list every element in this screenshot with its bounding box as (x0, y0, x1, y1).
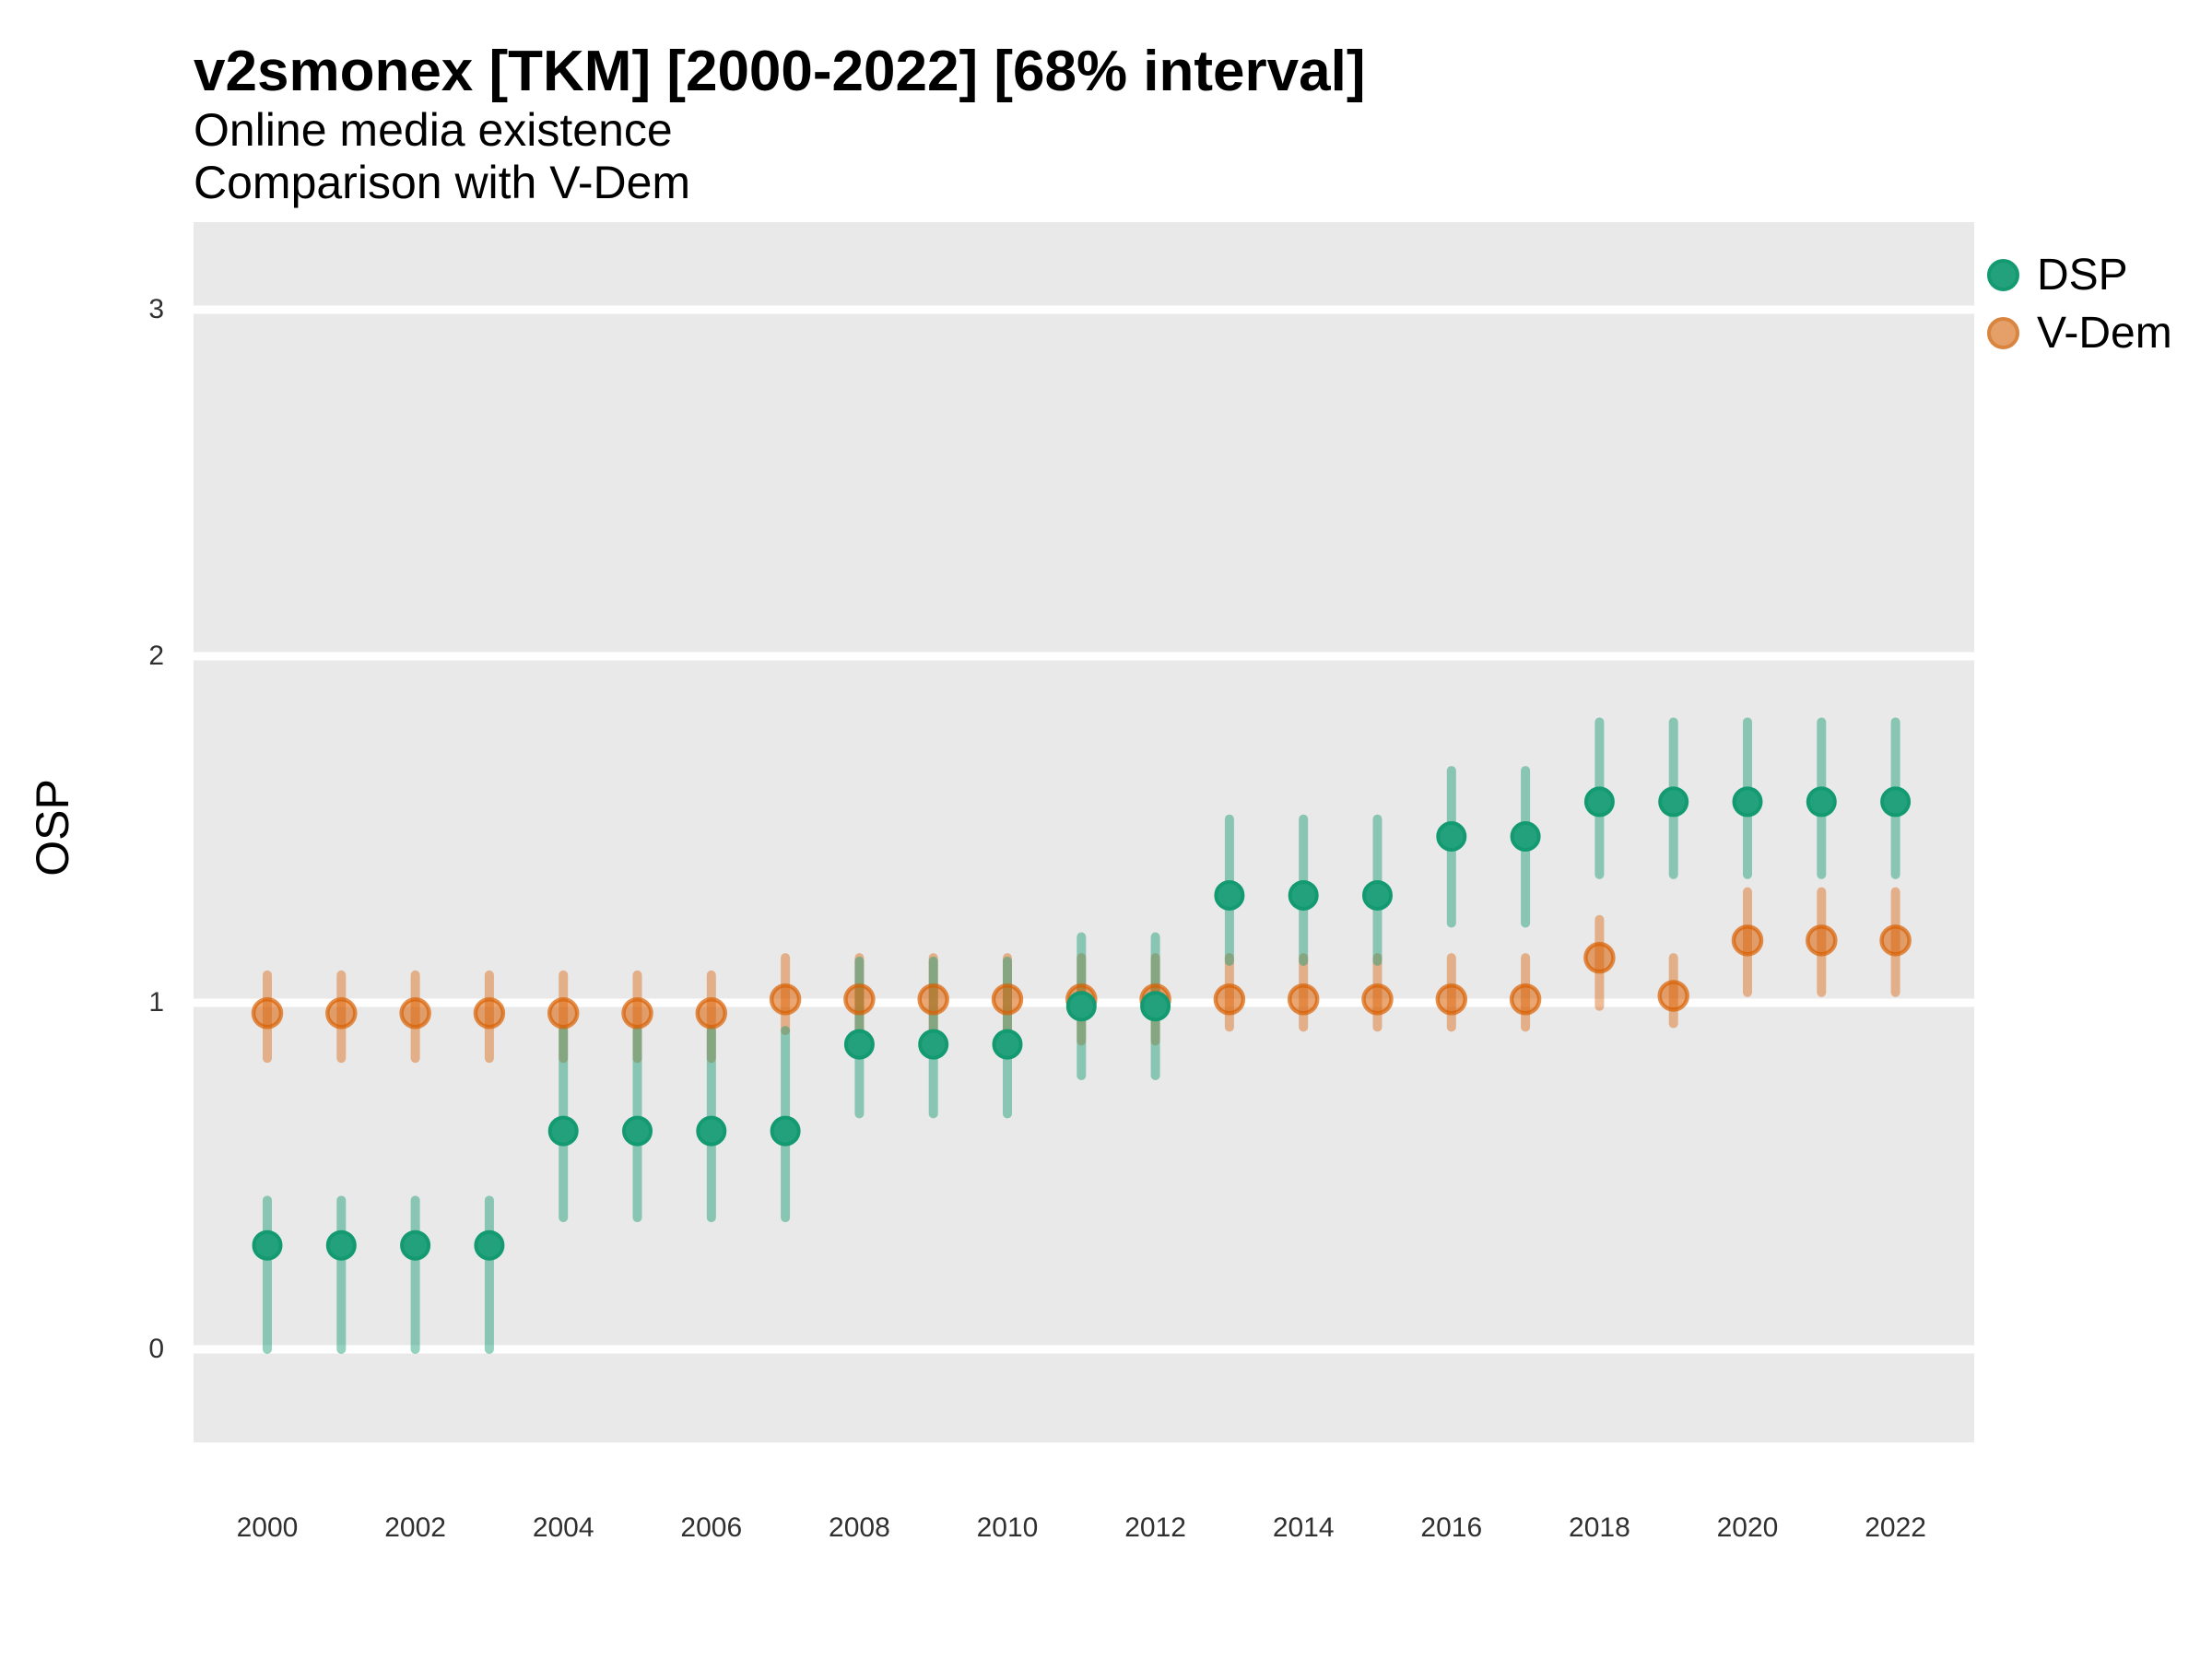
legend-label-vdem: V-Dem (2037, 309, 2172, 358)
dsp-point-2001 (325, 1230, 357, 1261)
pointrange-plot (194, 305, 1974, 1354)
vdem-point-2019 (1657, 980, 1689, 1012)
dsp-point-2014 (1288, 879, 1319, 911)
vdem-point-2015 (1361, 982, 1394, 1016)
dsp-point-2003 (474, 1230, 505, 1261)
dsp-point-2017 (1510, 821, 1541, 853)
dsp-point-2022 (1880, 786, 1912, 818)
legend-item-vdem: V-Dem (1987, 304, 2172, 362)
legend-label-dsp: DSP (2037, 251, 2128, 300)
vdem-point-icon (1987, 317, 2019, 349)
dsp-point-2004 (547, 1115, 579, 1147)
vdem-point-2000 (251, 997, 284, 1030)
dsp-point-2012 (1140, 991, 1171, 1022)
vdem-point-2001 (325, 997, 358, 1030)
dsp-point-2018 (1583, 786, 1615, 818)
vdem-point-2017 (1509, 982, 1542, 1016)
x-tick-label-2020: 2020 (1716, 1512, 1779, 1543)
x-tick-label-2012: 2012 (1124, 1512, 1186, 1543)
vdem-point-2014 (1287, 982, 1320, 1016)
dsp-point-2010 (992, 1029, 1023, 1060)
dsp-point-2020 (1732, 786, 1763, 818)
dsp-point-2007 (770, 1115, 801, 1147)
vdem-point-2022 (1879, 924, 1912, 957)
vdem-point-2008 (843, 982, 876, 1016)
vdem-point-2004 (547, 997, 580, 1030)
x-tick-label-2000: 2000 (236, 1512, 299, 1543)
vdem-point-2005 (621, 997, 653, 1030)
dsp-point-icon (1987, 259, 2019, 291)
x-tick-label-2014: 2014 (1272, 1512, 1335, 1543)
vdem-point-2009 (917, 982, 949, 1016)
vdem-point-2010 (991, 982, 1024, 1016)
dsp-point-2008 (843, 1029, 875, 1060)
vdem-point-2021 (1806, 924, 1838, 957)
vdem-point-2006 (695, 997, 728, 1030)
x-tick-label-2004: 2004 (532, 1512, 594, 1543)
y-tick-label-2: 2 (148, 641, 164, 671)
plot-panel (194, 222, 1974, 1442)
dsp-point-2011 (1065, 991, 1097, 1022)
y-tick-label-1: 1 (148, 987, 164, 1018)
dsp-point-2021 (1806, 786, 1837, 818)
y-tick-label-3: 3 (148, 294, 164, 324)
chart-subtitle-line1: Online media existence (194, 104, 673, 156)
legend-item-dsp: DSP (1987, 246, 2172, 304)
x-tick-label-2008: 2008 (829, 1512, 890, 1543)
dsp-point-2009 (918, 1029, 949, 1060)
legend: DSP V-Dem (1987, 246, 2172, 362)
dsp-point-2002 (400, 1230, 431, 1261)
vdem-point-2007 (769, 982, 802, 1016)
dsp-point-2016 (1436, 821, 1467, 853)
x-tick-label-2018: 2018 (1569, 1512, 1630, 1543)
dsp-point-2013 (1214, 879, 1245, 911)
dsp-point-2006 (696, 1115, 727, 1147)
x-tick-label-2002: 2002 (384, 1512, 446, 1543)
x-tick-label-2016: 2016 (1420, 1512, 1483, 1543)
x-tick-label-2006: 2006 (680, 1512, 743, 1543)
dsp-point-2005 (622, 1115, 653, 1147)
y-tick-label-0: 0 (148, 1334, 164, 1364)
vdem-point-2018 (1583, 941, 1616, 974)
x-tick-label-2022: 2022 (1865, 1512, 1926, 1543)
vdem-point-2016 (1435, 982, 1468, 1016)
y-axis-title: OSP (27, 779, 78, 877)
vdem-point-2002 (399, 997, 431, 1030)
chart-title: v2smonex [TKM] [2000-2022] [68% interval… (194, 40, 1366, 103)
dsp-point-2000 (252, 1230, 283, 1261)
vdem-point-2013 (1213, 982, 1246, 1016)
dsp-point-2015 (1362, 879, 1393, 911)
vdem-point-2020 (1731, 924, 1764, 957)
dsp-point-2019 (1658, 786, 1689, 818)
chart-subtitle-line2: Comparison with V-Dem (194, 157, 691, 208)
vdem-point-2003 (473, 997, 506, 1030)
x-tick-label-2010: 2010 (976, 1512, 1039, 1543)
